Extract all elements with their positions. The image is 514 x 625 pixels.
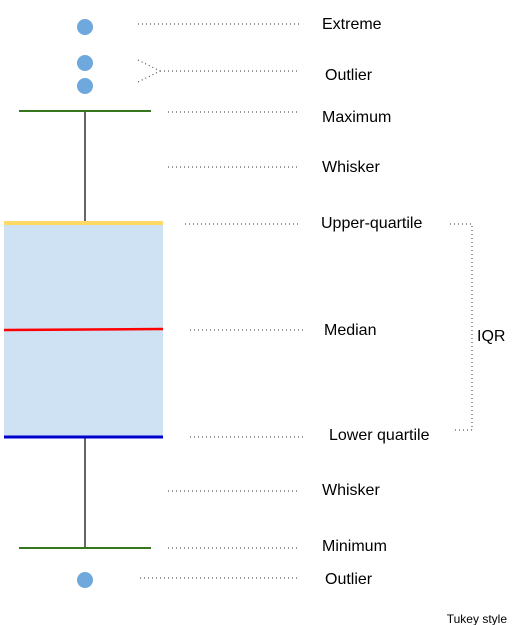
label-upper-quartile: Upper-quartile [321, 215, 422, 232]
label-whisker-bottom: Whisker [322, 482, 380, 499]
label-maximum: Maximum [322, 109, 391, 126]
leader-outlier-bracket [137, 59, 162, 83]
label-whisker-top: Whisker [322, 159, 380, 176]
outlier-point [77, 78, 93, 94]
median-line [3, 327, 164, 332]
label-minimum: Minimum [322, 538, 387, 555]
label-outlier-bottom: Outlier [325, 571, 373, 588]
outlier-point-bottom [77, 572, 93, 588]
label-median: Median [324, 322, 376, 339]
label-outlier-top: Outlier [325, 67, 373, 84]
label-extreme: Extreme [322, 16, 382, 33]
outlier-point [77, 55, 93, 71]
label-lower-quartile: Lower quartile [329, 427, 430, 444]
footer-note: Tukey style [447, 612, 508, 625]
extreme-point [77, 19, 93, 35]
iqr-bracket [450, 223, 473, 431]
label-iqr: IQR [477, 328, 505, 345]
